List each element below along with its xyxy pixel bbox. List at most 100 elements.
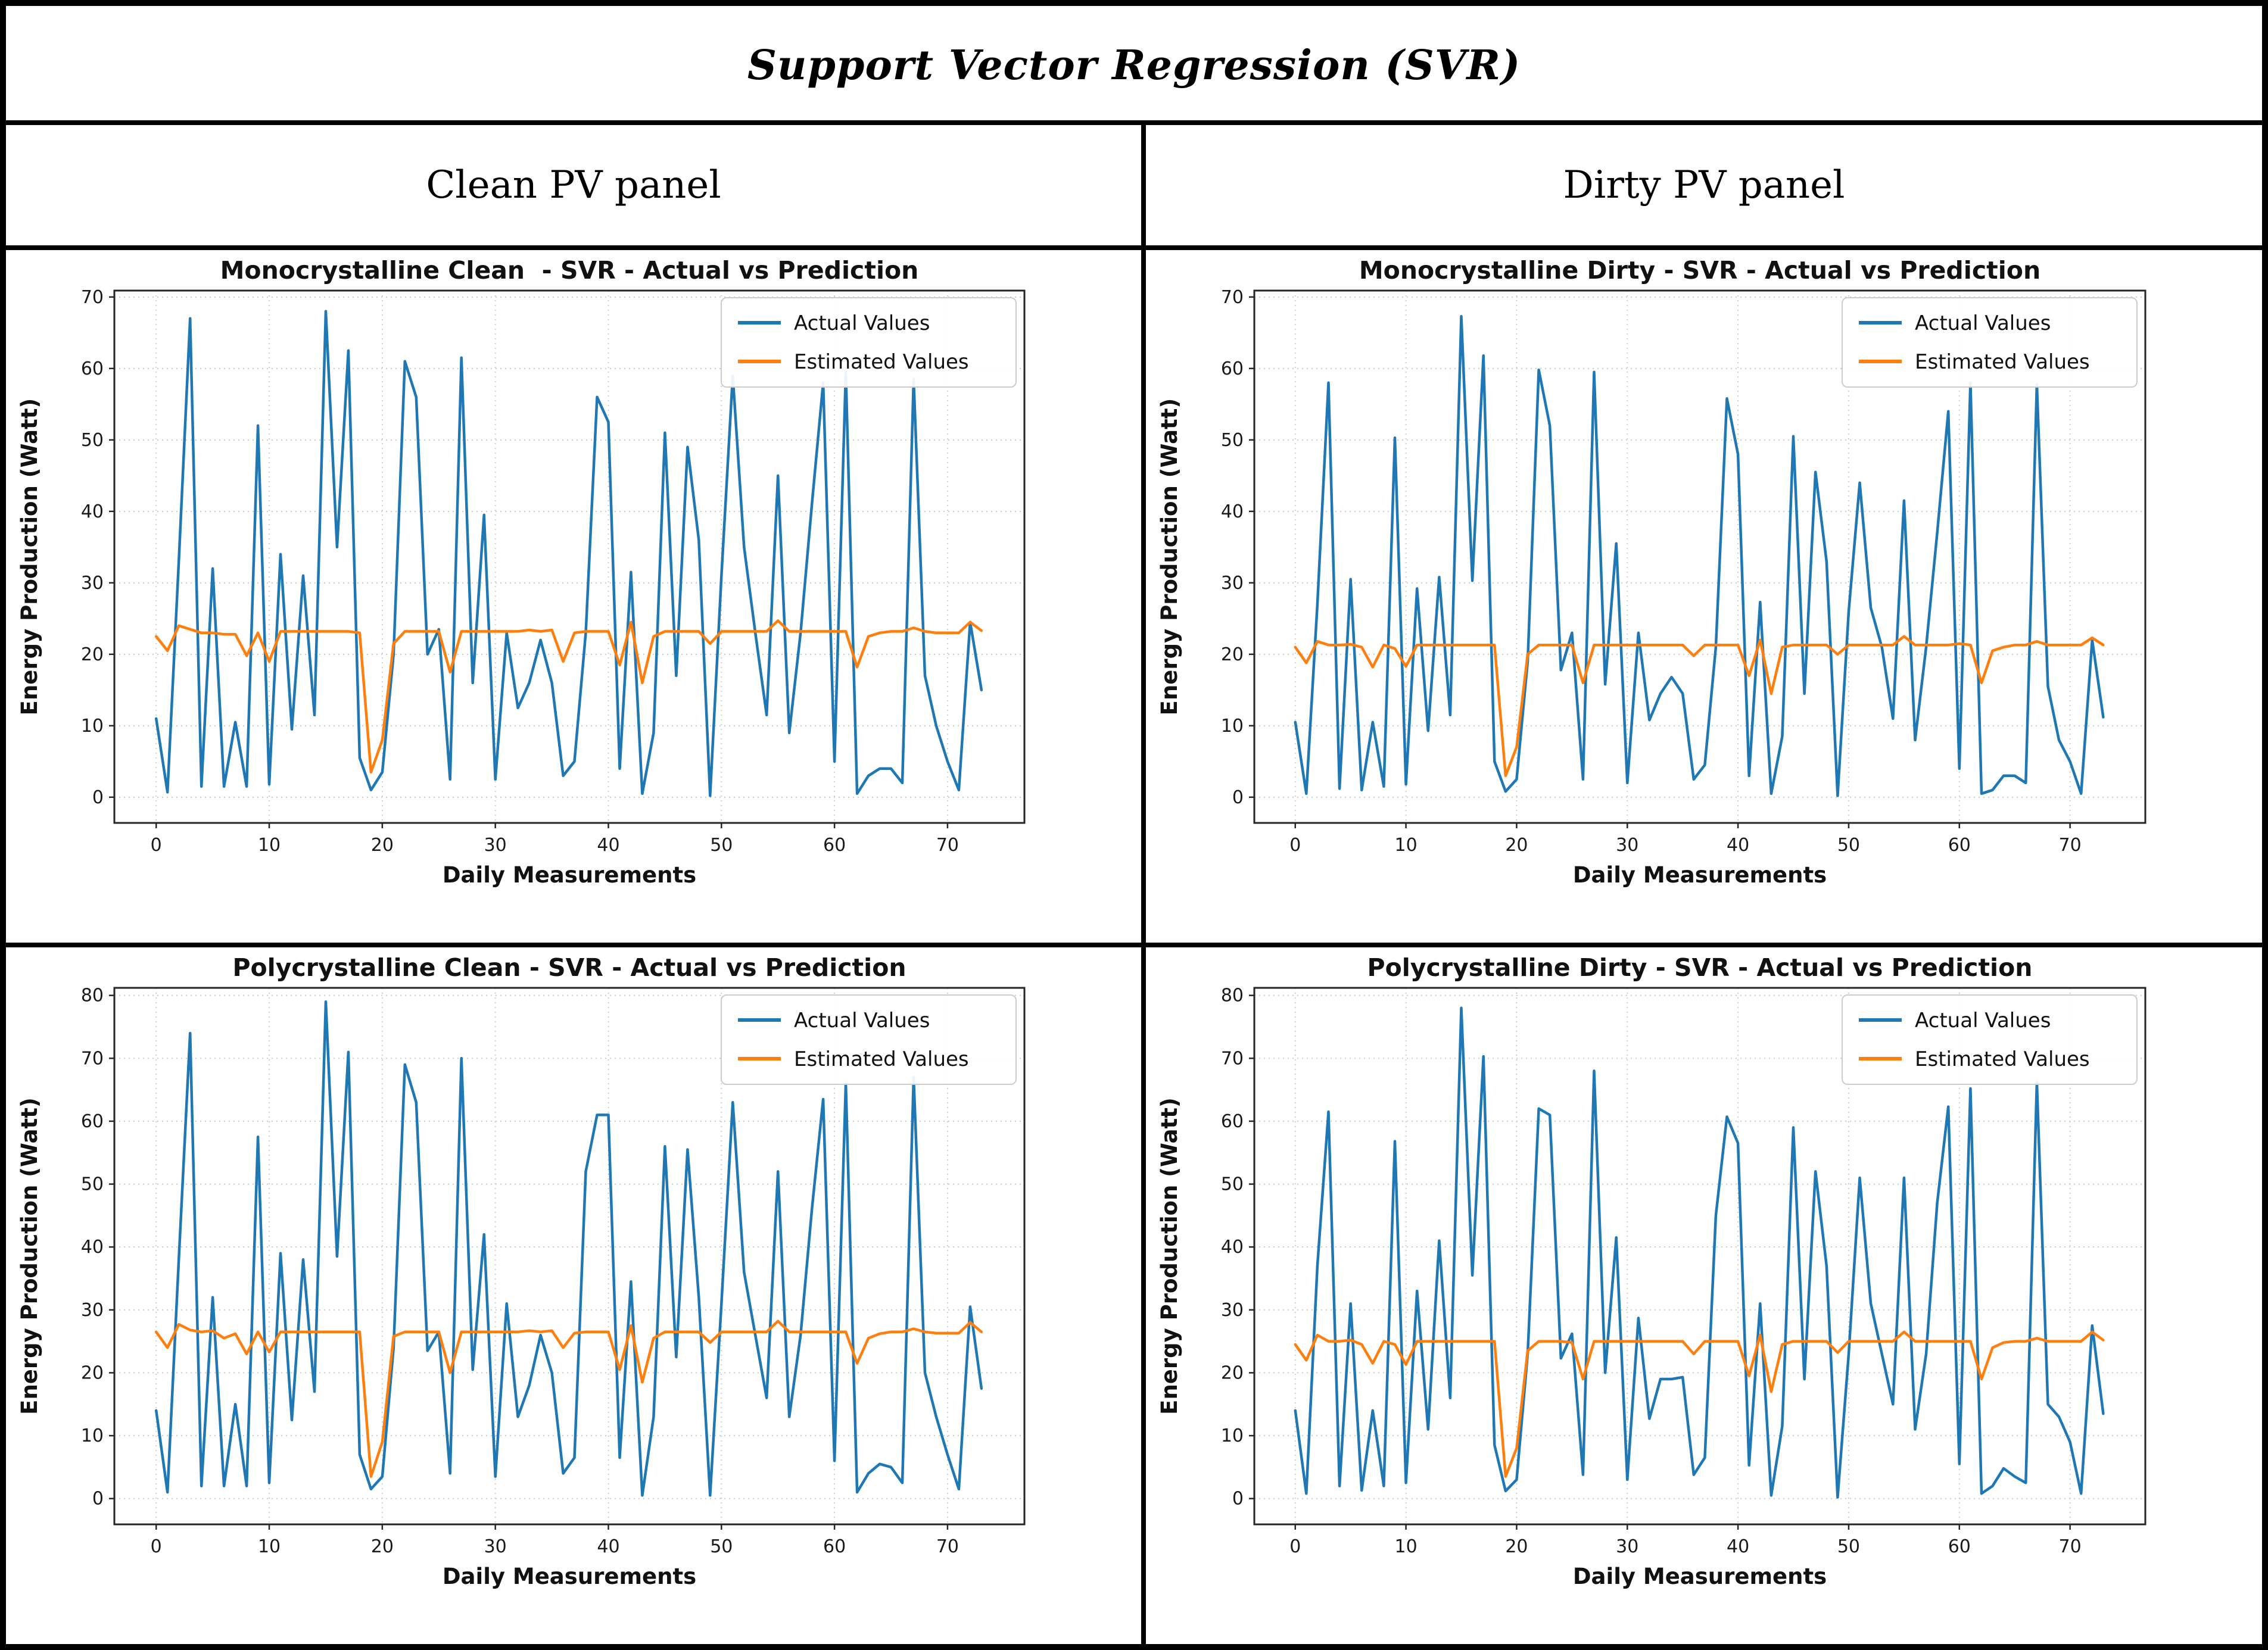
poly-clean-ylabel: Energy Production (Watt) [17, 1097, 42, 1415]
mono-clean-xtick-label: 40 [597, 835, 619, 856]
mono-dirty-ytick-label: 0 [1232, 787, 1244, 808]
mono-dirty-legend-label-0: Actual Values [1915, 311, 2051, 335]
mono-clean-xtick-label: 60 [823, 835, 846, 856]
poly-dirty-plot-frame [1253, 987, 2146, 1526]
mono-dirty-plot-frame [1253, 289, 2146, 824]
mono-dirty-xtick-label: 0 [1289, 835, 1301, 856]
mono-dirty-legend-label-1: Estimated Values [1915, 350, 2090, 374]
mono-dirty-ytick-label: 30 [1221, 573, 1244, 594]
poly-dirty-xtick-label: 30 [1616, 1536, 1638, 1557]
chart-cell-mono-clean: 0 10 20 30 40 50 60 70 0 10 20 30 40 50 60 70 Monocrysta… [6, 250, 1141, 943]
column-header-dirty-cell: Dirty PV panel [1146, 125, 2262, 245]
mono-clean-chart: 0 10 20 30 40 50 60 70 0 10 20 30 40 50 60 70 Monocrysta… [6, 250, 1141, 943]
poly-clean-plot-frame [113, 987, 1026, 1526]
poly-dirty-series-estimated-values [1294, 1330, 2105, 1478]
poly-clean-series-estimated-values [154, 1320, 983, 1478]
poly-dirty-xtick-label: 60 [1948, 1536, 1971, 1557]
poly-clean-xtick-label: 30 [484, 1536, 507, 1557]
chart-cell-poly-dirty: 0 10 20 30 40 50 60 70 0 10 20 30 40 50 60 70 80 Polycrys… [1146, 947, 2262, 1644]
poly-dirty-ytick-label: 50 [1221, 1174, 1244, 1195]
mono-dirty-xlabel: Daily Measurements [1573, 862, 1827, 888]
mono-dirty-xtick-label: 50 [1837, 835, 1860, 856]
poly-clean-xtick-label: 20 [371, 1536, 394, 1557]
mono-clean-series-estimated-values [154, 619, 983, 774]
row-divider-2 [6, 245, 2262, 250]
mono-dirty-xtick-label: 70 [2059, 835, 2082, 856]
poly-clean-series-actual-values [154, 1000, 983, 1497]
mono-clean-ytick-label: 30 [81, 573, 104, 594]
poly-dirty-xlabel: Daily Measurements [1573, 1564, 1827, 1589]
table-title: Support Vector Regression (SVR) [747, 42, 1521, 89]
poly-clean-xtick-label: 10 [258, 1536, 281, 1557]
poly-dirty-ytick-label: 60 [1221, 1111, 1244, 1132]
mono-clean-title: Monocrystalline Clean - SVR - Actual vs … [220, 256, 919, 285]
poly-clean-xtick-label: 60 [823, 1536, 846, 1557]
poly-dirty-title: Polycrystalline Dirty - SVR - Actual vs … [1367, 953, 2033, 982]
mono-dirty-legend-box [1842, 297, 2138, 388]
poly-clean-legend-box [721, 994, 1017, 1085]
mono-dirty-xtick-label: 40 [1727, 835, 1749, 856]
column-header-clean-cell: Clean PV panel [6, 125, 1141, 245]
mono-dirty-ytick-label: 20 [1221, 644, 1244, 665]
poly-clean-title: Polycrystalline Clean - SVR - Actual vs … [232, 953, 906, 982]
poly-dirty-ytick-label: 0 [1232, 1489, 1244, 1509]
mono-clean-xtick-label: 70 [936, 835, 959, 856]
poly-dirty-ytick-label: 10 [1221, 1426, 1244, 1446]
poly-clean-ytick-label: 10 [81, 1426, 104, 1446]
mono-clean-xtick-label: 30 [484, 835, 507, 856]
poly-dirty-series-actual-values [1294, 1006, 2105, 1499]
poly-clean-xtick-label: 0 [151, 1536, 162, 1557]
poly-clean-xlabel: Daily Measurements [443, 1564, 696, 1589]
poly-dirty-xtick-label: 20 [1505, 1536, 1528, 1557]
poly-clean-ytick-label: 80 [81, 985, 104, 1006]
mono-dirty-ytick-label: 50 [1221, 430, 1244, 451]
poly-dirty-legend-label-0: Actual Values [1915, 1009, 2051, 1033]
row-divider-1 [6, 120, 2262, 125]
poly-dirty-ytick-label: 30 [1221, 1300, 1244, 1321]
poly-clean-ytick-label: 20 [81, 1362, 104, 1383]
poly-clean-legend-label-1: Estimated Values [794, 1047, 969, 1071]
poly-clean-xtick-label: 70 [936, 1536, 959, 1557]
mono-dirty-chart: 0 10 20 30 40 50 60 70 0 10 20 30 40 50 60 70 Monocrysta… [1146, 250, 2262, 943]
mono-clean-legend-label-0: Actual Values [794, 311, 930, 335]
row-divider-3 [6, 943, 2262, 947]
mono-dirty-series-actual-values [1294, 314, 2105, 797]
poly-dirty-ytick-label: 20 [1221, 1362, 1244, 1383]
mono-clean-series-actual-values [154, 310, 983, 797]
mono-clean-legend-label-1: Estimated Values [794, 350, 969, 374]
mono-dirty-ytick-label: 70 [1221, 287, 1244, 308]
table-title-cell: Support Vector Regression (SVR) [6, 6, 2262, 125]
mono-clean-ytick-label: 70 [81, 287, 104, 308]
poly-clean-ytick-label: 0 [92, 1489, 104, 1509]
poly-clean-ytick-label: 50 [81, 1174, 104, 1195]
mono-clean-ytick-label: 50 [81, 430, 104, 451]
poly-dirty-xtick-label: 10 [1395, 1536, 1418, 1557]
mono-dirty-ylabel: Energy Production (Watt) [1157, 398, 1182, 716]
mono-dirty-xtick-label: 20 [1505, 835, 1528, 856]
mono-clean-xtick-label: 0 [151, 835, 162, 856]
mono-dirty-ytick-label: 40 [1221, 501, 1244, 522]
mono-dirty-title: Monocrystalline Dirty - SVR - Actual vs … [1359, 256, 2040, 285]
mono-clean-legend-box [721, 297, 1017, 388]
poly-clean-legend-label-0: Actual Values [794, 1009, 930, 1033]
poly-dirty-legend-label-1: Estimated Values [1915, 1047, 2090, 1071]
poly-clean-ytick-label: 60 [81, 1111, 104, 1132]
mono-clean-ytick-label: 10 [81, 716, 104, 737]
mono-dirty-ytick-label: 10 [1221, 716, 1244, 737]
mono-dirty-ytick-label: 60 [1221, 358, 1244, 379]
poly-dirty-ytick-label: 40 [1221, 1237, 1244, 1258]
mono-clean-xlabel: Daily Measurements [443, 862, 696, 888]
mono-clean-plot-frame [113, 289, 1026, 824]
column-header-dirty: Dirty PV panel [1563, 163, 1845, 207]
poly-dirty-xtick-label: 70 [2059, 1536, 2082, 1557]
column-header-clean: Clean PV panel [426, 163, 721, 207]
poly-clean-xtick-label: 50 [710, 1536, 733, 1557]
mono-clean-ytick-label: 60 [81, 358, 104, 379]
mono-clean-ytick-label: 0 [92, 787, 104, 808]
poly-dirty-ylabel: Energy Production (Watt) [1157, 1097, 1182, 1415]
poly-clean-ytick-label: 70 [81, 1048, 104, 1069]
column-divider [1141, 125, 1146, 1644]
mono-clean-xtick-label: 20 [371, 835, 394, 856]
poly-dirty-xtick-label: 50 [1837, 1536, 1860, 1557]
